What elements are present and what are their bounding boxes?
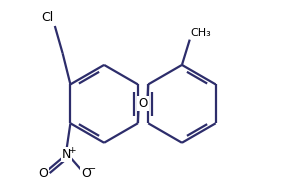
Text: N: N bbox=[62, 148, 71, 161]
Text: O: O bbox=[139, 97, 148, 110]
Text: O: O bbox=[81, 167, 91, 180]
Text: −: − bbox=[88, 164, 96, 174]
Text: CH₃: CH₃ bbox=[191, 28, 211, 38]
Text: Cl: Cl bbox=[41, 11, 54, 24]
Text: +: + bbox=[68, 146, 75, 155]
Text: O: O bbox=[38, 167, 48, 180]
